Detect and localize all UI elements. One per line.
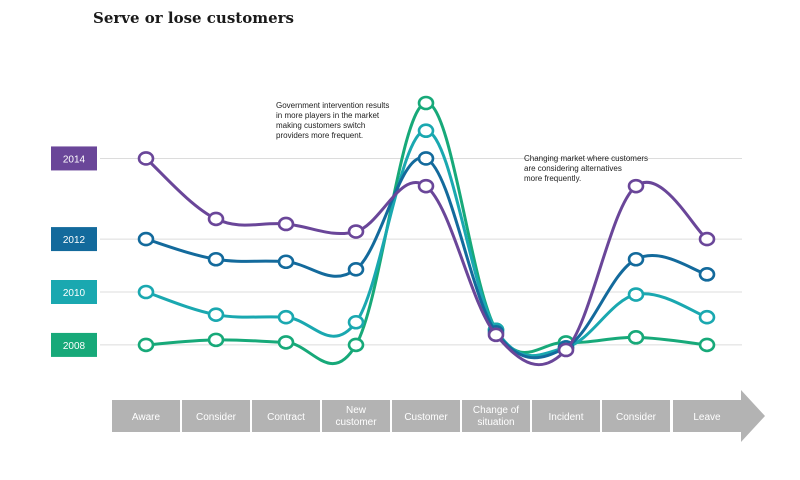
stage-label-new-customer: customer bbox=[335, 417, 377, 428]
data-point-2012-1 bbox=[137, 231, 155, 247]
legend-swatch-2008 bbox=[51, 332, 97, 357]
data-point-2010-8 bbox=[627, 287, 645, 302]
data-point-2008-5 bbox=[417, 95, 435, 111]
data-point-2012-9 bbox=[698, 267, 716, 282]
legend-label-2012: 2012 bbox=[63, 235, 86, 246]
chart-title: Serve or lose customers bbox=[93, 9, 294, 27]
data-point-2010-3 bbox=[277, 309, 295, 325]
series-2012 bbox=[137, 151, 716, 360]
stage-box-7 bbox=[532, 400, 600, 432]
data-point-2010-1 bbox=[137, 284, 155, 300]
data-point-2012-2 bbox=[207, 251, 225, 267]
annotation-line: are considering alternatives bbox=[524, 164, 622, 173]
data-point-2008-1 bbox=[137, 337, 155, 353]
data-point-2008-2 bbox=[207, 332, 225, 348]
annotation-line: Changing market where customers bbox=[524, 154, 648, 163]
series-lines bbox=[137, 95, 716, 367]
stage-label-leave: Leave bbox=[693, 412, 721, 423]
legend-label-2010: 2010 bbox=[63, 288, 86, 299]
series-line-2008 bbox=[144, 101, 709, 366]
stage-box-6 bbox=[462, 400, 530, 432]
legend-label-2008: 2008 bbox=[63, 341, 86, 352]
data-point-2012-3 bbox=[277, 254, 295, 270]
data-point-2014-7 bbox=[557, 342, 575, 358]
data-point-2008-4 bbox=[347, 337, 365, 353]
data-point-2010-9 bbox=[698, 309, 716, 325]
annotation-line: Government intervention results bbox=[276, 101, 389, 110]
stage-box-3 bbox=[252, 400, 320, 432]
series-line-2012 bbox=[144, 156, 709, 360]
legend-label-2014: 2014 bbox=[63, 154, 86, 165]
stage-label-consider: Consider bbox=[196, 412, 237, 423]
stage-box-1 bbox=[112, 400, 180, 432]
data-point-2010-5 bbox=[417, 123, 435, 139]
data-point-2014-4 bbox=[347, 224, 365, 239]
data-point-2012-8 bbox=[627, 251, 645, 267]
data-point-2008-8 bbox=[627, 330, 645, 345]
stage-label-change-of-situation: Change of bbox=[473, 405, 519, 416]
data-point-2014-3 bbox=[277, 216, 295, 232]
data-point-2014-5 bbox=[417, 178, 435, 194]
data-point-2010-4 bbox=[347, 314, 365, 330]
data-point-2008-3 bbox=[277, 335, 295, 350]
series-2014 bbox=[137, 151, 716, 367]
stage-box-9 bbox=[673, 390, 765, 442]
stage-box-2 bbox=[182, 400, 250, 432]
annotation-line: in more players in the market bbox=[276, 111, 380, 120]
series-line-2014 bbox=[144, 156, 709, 367]
stage-label-incident: Incident bbox=[548, 412, 583, 423]
data-point-2014-6 bbox=[487, 327, 505, 343]
stage-label-aware: Aware bbox=[132, 412, 161, 423]
data-point-2014-2 bbox=[207, 211, 225, 227]
stage-label-consider: Consider bbox=[616, 412, 657, 423]
legend-swatch-2012 bbox=[51, 227, 97, 252]
legend-swatch-2014 bbox=[51, 146, 97, 171]
stage-label-new-customer: New bbox=[346, 405, 367, 416]
stage-box-8 bbox=[602, 400, 670, 432]
data-point-2012-5 bbox=[417, 151, 435, 166]
stage-label-contract: Contract bbox=[267, 412, 305, 423]
data-point-2010-2 bbox=[207, 307, 225, 322]
data-point-2008-9 bbox=[698, 337, 716, 353]
annotation-line: making customers switch bbox=[276, 121, 365, 130]
stage-box-5 bbox=[392, 400, 460, 432]
data-point-2014-9 bbox=[698, 231, 716, 247]
stage-box-4 bbox=[322, 400, 390, 432]
stage-label-customer: Customer bbox=[404, 412, 448, 423]
annotation-line: providers more frequent. bbox=[276, 131, 363, 140]
data-point-2014-8 bbox=[627, 178, 645, 194]
data-point-2012-4 bbox=[347, 262, 365, 277]
legend-swatch-2010 bbox=[51, 280, 97, 304]
stage-label-change-of-situation: situation bbox=[477, 417, 514, 428]
data-point-2014-1 bbox=[137, 151, 155, 166]
annotation-line: more frequently. bbox=[524, 174, 581, 183]
legend: 2014 2012 2010 2008 bbox=[51, 146, 97, 357]
